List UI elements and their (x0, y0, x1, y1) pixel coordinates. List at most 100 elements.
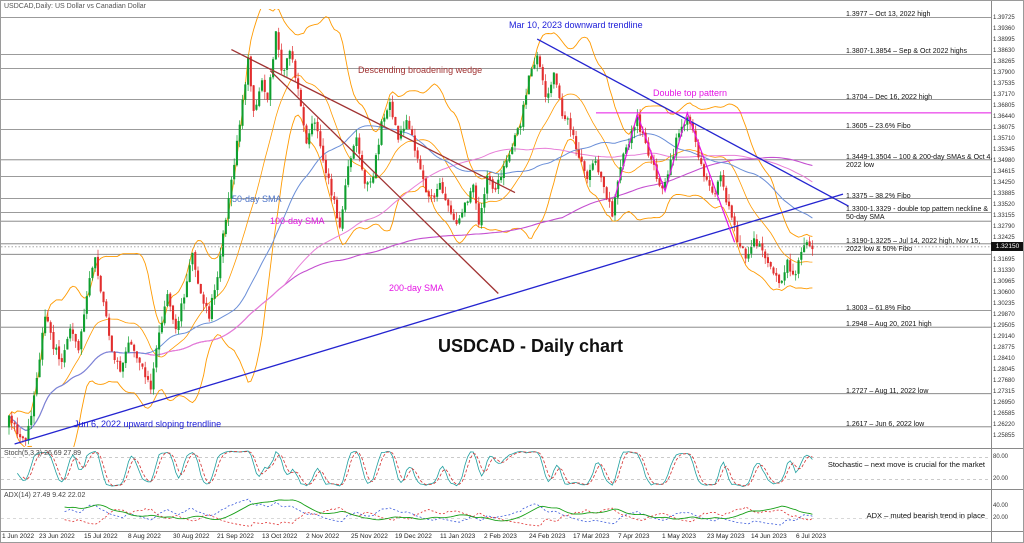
price-tick-label: 1.38995 (993, 37, 1015, 43)
date-tick-label: 21 Sep 2022 (217, 533, 254, 540)
annotation-upward-trendline: Jun 6, 2022 upward sloping trendline (74, 419, 222, 429)
date-tick-label: 6 Jul 2023 (796, 533, 826, 540)
date-tick-label: 19 Dec 2022 (395, 533, 432, 540)
price-tick-label: 1.29505 (993, 323, 1015, 329)
price-tick-label: 1.39360 (993, 26, 1015, 32)
annotation-downward-trendline: Mar 10, 2023 downward trendline (509, 20, 643, 30)
level-label: 1.3300-1.3329 - double top pattern neckl… (846, 206, 989, 221)
level-label: 1.3704 – Dec 16, 2022 high (846, 94, 933, 101)
stochastic-label: Stoch(5,3,3) 26.69 27.89 (4, 450, 82, 457)
price-tick-label: 1.30235 (993, 301, 1015, 307)
price-tick-label: 1.34250 (993, 180, 1015, 186)
price-tick-label: 1.36075 (993, 125, 1015, 131)
annotation-double-top: Double top pattern (653, 88, 728, 98)
level-label: 1.3003 – 61.8% Fibo (846, 305, 911, 312)
date-tick-label: 7 Apr 2023 (618, 533, 650, 540)
price-tick-label: 1.31695 (993, 257, 1015, 263)
date-tick-label: 8 Aug 2022 (128, 533, 161, 540)
date-tick-label: 2 Nov 2022 (306, 533, 340, 540)
price-tick-label: 1.27315 (993, 389, 1015, 395)
date-tick-label: 23 May 2023 (707, 533, 745, 540)
level-label: 1.3190-1.3225 – Jul 14, 2022 high, Nov 1… (846, 238, 981, 253)
annotation-descending-wedge: Descending broadening wedge (358, 65, 483, 75)
date-tick-label: 17 Mar 2023 (573, 533, 610, 540)
date-tick-label: 24 Feb 2023 (529, 533, 566, 540)
date-tick-label: 13 Oct 2022 (262, 533, 298, 540)
level-label: 1.3977 – Oct 13, 2022 high (846, 11, 931, 18)
current-price-tag: 1.32150 (991, 242, 1023, 251)
plot-layer (1, 9, 991, 447)
date-tick-label: 30 Aug 2022 (173, 533, 210, 540)
price-tick-label: 1.26220 (993, 422, 1015, 428)
price-tick-label: 1.28775 (993, 345, 1015, 351)
price-tick-label: 1.29870 (993, 312, 1015, 318)
price-tick-label: 1.35710 (993, 136, 1015, 142)
stoch-scale-label: 20.00 (993, 476, 1009, 482)
symbol-title: USDCAD,Daily: US Dollar vs Canadian Doll… (4, 3, 146, 10)
level-label: 1.2948 – Aug 20, 2021 high (846, 321, 932, 328)
price-tick-label: 1.36805 (993, 103, 1015, 109)
price-tick-label: 1.35345 (993, 147, 1015, 153)
date-axis[interactable]: 1 Jun 2022 23 Jun 2022 15 Jul 2022 8 Aug 20… (1, 533, 991, 542)
price-tick-label: 1.33155 (993, 213, 1015, 219)
annotation-sma200: 200-day SMA (389, 283, 444, 293)
date-tick-label: 11 Jan 2023 (440, 533, 476, 540)
adx-scale-label: 20.00 (993, 515, 1009, 521)
price-tick-label: 1.26950 (993, 400, 1015, 406)
stochastic-note: Stochastic – next move is crucial for th… (827, 460, 985, 469)
price-tick-label: 1.30965 (993, 279, 1015, 285)
price-tick-label: 1.28410 (993, 356, 1015, 362)
price-tick-label: 1.38265 (993, 59, 1015, 65)
candles (7, 27, 814, 446)
price-tick-label: 1.37170 (993, 92, 1015, 98)
stoch-scale-label: 80.00 (993, 454, 1009, 460)
price-tick-label: 1.39725 (993, 15, 1015, 21)
level-lines (1, 16, 991, 428)
date-tick-label: 2 Feb 2023 (484, 533, 517, 540)
double-top-pattern-lines (614, 110, 736, 243)
price-tick-label: 1.37535 (993, 81, 1015, 87)
annotation-sma50: 50-day SMA (232, 194, 282, 204)
level-label: 1.3605 – 23.6% Fibo (846, 123, 911, 130)
chart-main-title: USDCAD - Daily chart (438, 336, 624, 356)
price-tick-label: 1.26585 (993, 411, 1015, 417)
price-tick-label: 1.25855 (993, 433, 1015, 439)
adx-scale-label: 40.00 (993, 503, 1009, 509)
price-tick-label: 1.33885 (993, 191, 1015, 197)
level-label: 1.2727 – Aug 11, 2022 low (846, 388, 929, 395)
date-tick-label: 15 Jul 2022 (84, 533, 118, 540)
price-tick-label: 1.30600 (993, 290, 1015, 296)
date-tick-label: 1 Jun 2022 (2, 533, 35, 540)
price-axis[interactable]: 1.39725 1.39360 1.38995 1.38630 1.38265 1.379… (991, 1, 1023, 542)
price-tick-label: 1.32425 (993, 235, 1015, 241)
mar-10-2023-downward-trendline (536, 38, 849, 207)
price-tick-label: 1.36440 (993, 114, 1015, 120)
adx-plot (64, 498, 813, 527)
price-tick-label: 1.32790 (993, 224, 1015, 230)
adx-note: ADX – muted bearish trend in place (866, 511, 985, 520)
jun-6-2022-upward-trendline (14, 193, 844, 445)
level-label: 1.3375 – 38.2% Fibo (846, 193, 911, 200)
price-tick-label: 1.38630 (993, 48, 1015, 54)
price-tick-label: 1.34615 (993, 169, 1015, 175)
wedge-upper-line (231, 49, 516, 194)
price-tick-label: 1.28045 (993, 367, 1015, 373)
level-label: 1.3807-1.3854 – Sep & Oct 2022 highs (846, 48, 968, 55)
price-tick-label: 1.37900 (993, 70, 1015, 76)
date-tick-label: 14 Jun 2023 (751, 533, 787, 540)
stochastic-plot (16, 450, 813, 488)
price-tick-label: 1.34980 (993, 158, 1015, 164)
level-label: 1.2617 – Jun 6, 2022 low (846, 421, 925, 428)
adx-label: ADX(14) 27.49 9.42 22.02 (4, 492, 86, 499)
date-tick-label: 23 Jun 2022 (39, 533, 75, 540)
date-tick-label: 1 May 2023 (662, 533, 696, 540)
price-tick-label: 1.27680 (993, 378, 1015, 384)
price-tick-label: 1.29140 (993, 334, 1015, 340)
wedge-lower-line (269, 70, 499, 294)
date-tick-label: 25 Nov 2022 (351, 533, 388, 540)
level-label: 1.3449-1.3504 – 100 & 200-day SMAs & Oct… (846, 154, 993, 169)
annotation-sma100: 100-day SMA (270, 216, 325, 226)
